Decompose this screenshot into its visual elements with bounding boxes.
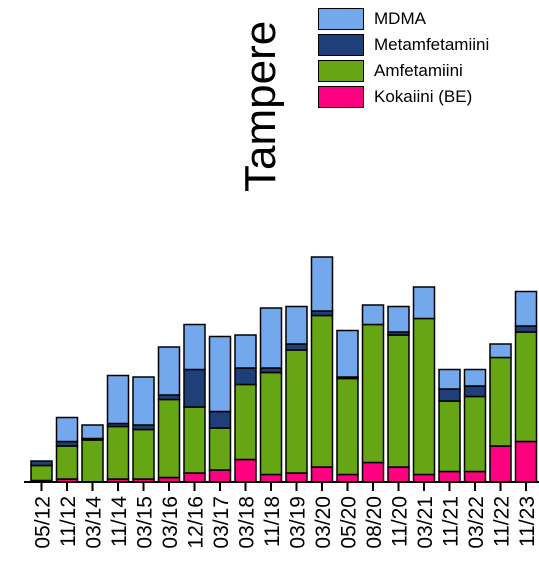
bar-segment-kokaiini-be bbox=[208, 469, 232, 483]
x-ticks-group bbox=[40, 482, 527, 491]
bar-segment-metamfetamiini bbox=[438, 388, 461, 402]
x-tick-label: 03/18 bbox=[236, 496, 259, 549]
legend-swatch-kokaiini bbox=[318, 86, 364, 108]
bar-segment-mdma bbox=[285, 305, 308, 345]
legend-item-kokaiini: Kokaiini (BE) bbox=[318, 84, 489, 110]
bar-segment-amfetamiini bbox=[208, 427, 232, 471]
bar-segment-metamfetamiini bbox=[234, 367, 257, 386]
x-tick-label: 03/21 bbox=[414, 496, 437, 549]
bar-segment-mdma bbox=[438, 368, 461, 390]
x-tick-label: 05/20 bbox=[338, 496, 361, 549]
bar-segment-mdma bbox=[55, 416, 79, 443]
bar-segment-kokaiini-be bbox=[514, 440, 538, 483]
legend-label-metamfetamiini: Metamfetamiini bbox=[374, 35, 490, 54]
x-tick-label: 03/16 bbox=[159, 496, 182, 549]
x-tick-label: 03/14 bbox=[83, 496, 106, 549]
bar-segment-mdma bbox=[208, 335, 232, 413]
x-tick-label: 12/16 bbox=[185, 496, 208, 549]
bar-segment-kokaiini-be bbox=[336, 473, 359, 483]
bar-segment-amfetamiini bbox=[55, 445, 79, 480]
x-tick-label: 11/14 bbox=[108, 496, 131, 547]
bar-segment-amfetamiini bbox=[234, 383, 257, 461]
bar-segment-mdma bbox=[336, 329, 359, 378]
bar-segment-amfetamiini bbox=[387, 334, 410, 468]
x-tick-label: 11/22 bbox=[491, 496, 514, 547]
x-tick-label: 11/21 bbox=[440, 496, 463, 547]
x-tick-label: 11/18 bbox=[261, 496, 284, 547]
bar-segment-kokaiini-be bbox=[310, 466, 334, 483]
x-tick-labels-group: 05/12 11/12 03/14 11/14 03/15 03/16 12/16 03/17… bbox=[32, 496, 539, 549]
legend-swatch-amfetamiini bbox=[318, 60, 364, 82]
bar-segment-mdma bbox=[412, 286, 436, 320]
bar-segment-mdma bbox=[106, 374, 130, 425]
x-tick-label: 03/22 bbox=[465, 496, 488, 549]
bar-segment-kokaiini-be bbox=[463, 470, 487, 483]
bar-segment-mdma bbox=[132, 376, 155, 426]
x-tick-label: 11/23 bbox=[516, 496, 539, 547]
bar-segment-kokaiini-be bbox=[489, 445, 512, 483]
legend-label-kokaiini: Kokaiini (BE) bbox=[374, 87, 473, 106]
bar-segment-metamfetamiini bbox=[285, 343, 308, 351]
bar-segment-amfetamiini bbox=[438, 400, 461, 473]
bar-segment-mdma bbox=[183, 323, 206, 371]
legend-label-amfetamiini: Amfetamiini bbox=[374, 61, 463, 80]
x-tick-label: 03/17 bbox=[210, 496, 233, 549]
bar-segment-metamfetamiini bbox=[208, 410, 232, 429]
legend-swatch-metamfetamiini bbox=[318, 34, 364, 56]
bar-segment-metamfetamiini bbox=[514, 325, 538, 333]
bar-segment-kokaiini-be bbox=[387, 466, 410, 483]
bar-segment-amfetamiini bbox=[514, 331, 538, 443]
bar-segment-mdma bbox=[387, 305, 410, 333]
bar-segment-kokaiini-be bbox=[412, 473, 436, 483]
bar-segment-amfetamiini bbox=[361, 323, 385, 464]
bar-segment-kokaiini-be bbox=[183, 472, 206, 483]
bar-segment-mdma bbox=[234, 334, 257, 369]
bar-segment-mdma bbox=[259, 307, 283, 369]
bar-segment-kokaiini-be bbox=[259, 473, 283, 483]
bar-segment-mdma bbox=[81, 424, 104, 440]
bar-segment-amfetamiini bbox=[259, 371, 283, 476]
bar-segment-amfetamiini bbox=[489, 356, 512, 447]
bar-segment-amfetamiini bbox=[285, 349, 308, 474]
legend: MDMA Metamfetamiini Amfetamiini Kokaiini… bbox=[318, 6, 489, 110]
x-tick-label: 03/20 bbox=[312, 496, 335, 549]
bar-segment-amfetamiini bbox=[30, 464, 53, 482]
bar-segment-metamfetamiini bbox=[183, 368, 206, 408]
x-tick-label: 05/12 bbox=[32, 496, 55, 549]
legend-item-mdma: MDMA bbox=[318, 6, 489, 32]
bar-segment-amfetamiini bbox=[412, 317, 436, 476]
bar-segment-kokaiini-be bbox=[361, 461, 385, 483]
x-tick-label: 03/15 bbox=[134, 496, 157, 549]
bar-segment-mdma bbox=[463, 368, 487, 387]
legend-item-metamfetamiini: Metamfetamiini bbox=[318, 32, 489, 58]
bar-segment-amfetamiini bbox=[81, 439, 104, 483]
bar-segment-mdma bbox=[157, 346, 181, 396]
bar-segment-metamfetamiini bbox=[30, 460, 53, 467]
bar-segment-amfetamiini bbox=[132, 428, 155, 480]
bar-segment-amfetamiini bbox=[463, 395, 487, 473]
bar-segment-amfetamiini bbox=[106, 425, 130, 480]
x-tick-label: 11/12 bbox=[57, 496, 80, 547]
x-tick-label: 08/20 bbox=[363, 496, 386, 549]
bar-segment-kokaiini-be bbox=[285, 472, 308, 483]
legend-label-mdma: MDMA bbox=[374, 9, 426, 28]
bar-segment-amfetamiini bbox=[336, 377, 359, 476]
bar-segment-metamfetamiini bbox=[463, 385, 487, 398]
legend-item-amfetamiini: Amfetamiini bbox=[318, 58, 489, 84]
chart-title: Tampere bbox=[236, 20, 285, 192]
bar-segment-mdma bbox=[489, 343, 512, 359]
x-tick-label: 11/20 bbox=[389, 496, 412, 547]
bar-segment-mdma bbox=[514, 290, 538, 327]
bar-segment-amfetamiini bbox=[157, 398, 181, 479]
bar-segment-kokaiini-be bbox=[234, 458, 257, 483]
bar-segment-mdma bbox=[310, 256, 334, 312]
bar-segment-mdma bbox=[361, 304, 385, 326]
bar-segment-kokaiini-be bbox=[438, 470, 461, 483]
x-tick-label: 03/19 bbox=[287, 496, 310, 549]
legend-swatch-mdma bbox=[318, 8, 364, 30]
bars-group bbox=[30, 256, 538, 483]
bar-segment-amfetamiini bbox=[310, 314, 334, 468]
bar-segment-amfetamiini bbox=[183, 406, 206, 474]
